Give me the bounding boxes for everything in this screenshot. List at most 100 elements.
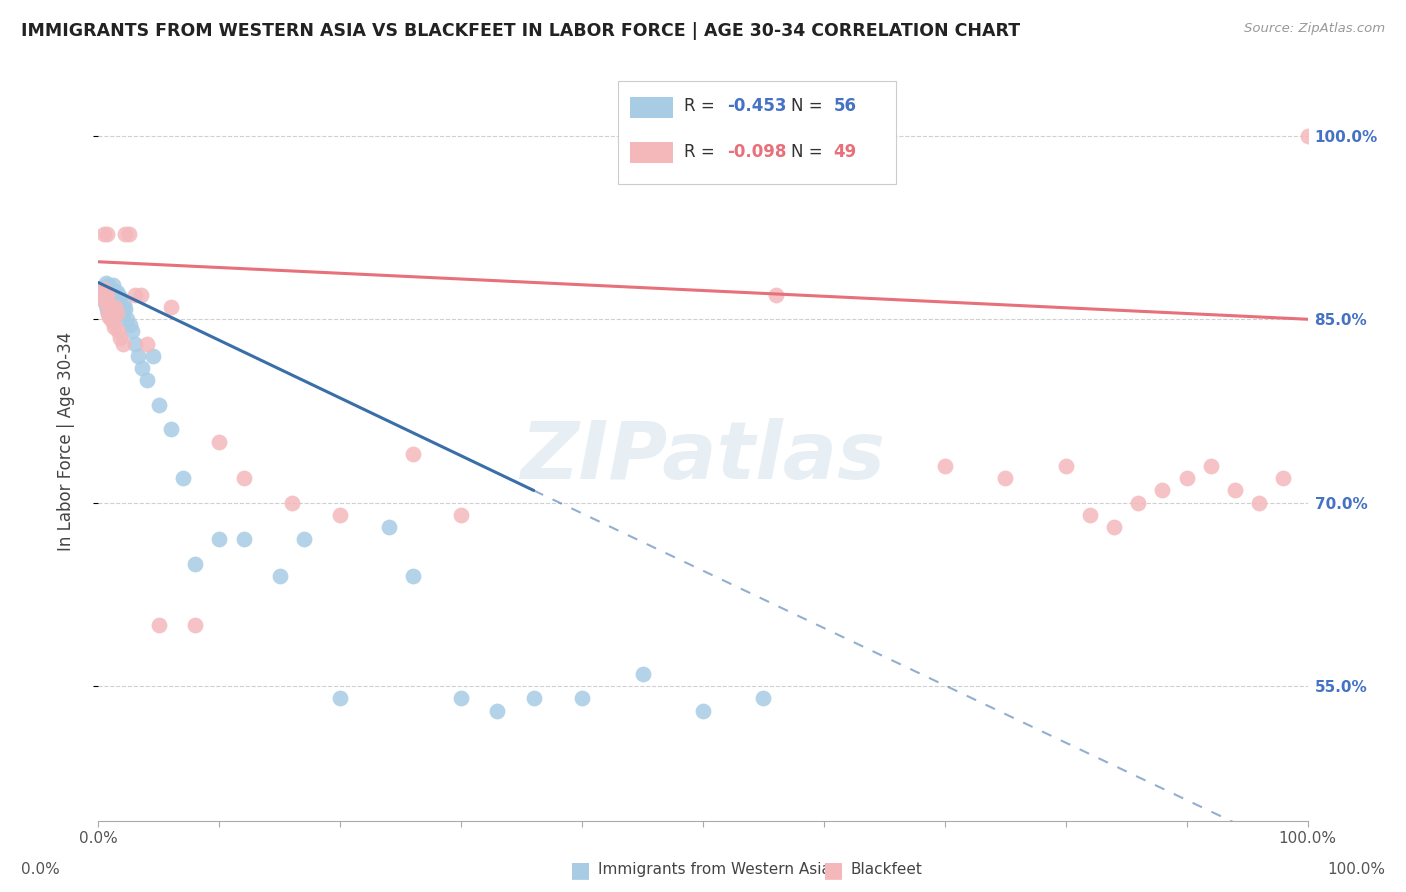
Point [98,290,121,304]
Point [208,434,231,449]
Point [91,287,114,301]
Point [100,302,122,317]
Point [96,287,118,301]
Point [94,276,117,290]
Point [934,458,956,473]
Point [91,282,114,296]
Point [108,330,131,344]
Point [172,471,194,485]
Text: ■: ■ [569,860,591,880]
Point [160,422,183,436]
Point [100,306,122,320]
Point [108,293,131,308]
Point [281,496,304,510]
Point [100,282,122,296]
Point [91,282,114,296]
Point [1152,483,1174,498]
Point [107,325,129,339]
Point [752,691,775,706]
Bar [630,96,672,118]
Text: 56: 56 [834,97,856,115]
Text: Immigrants from Western Asia: Immigrants from Western Asia [598,863,831,877]
Point [692,704,714,718]
Point [402,447,425,461]
Point [208,533,231,547]
Point [135,373,157,387]
Point [184,618,207,632]
Point [127,349,149,363]
Point [1175,471,1198,485]
Point [1223,483,1246,498]
Point [160,300,183,314]
Point [104,300,127,314]
Point [97,306,120,320]
Point [108,290,131,304]
Text: Blackfeet: Blackfeet [851,863,922,877]
Point [121,325,143,339]
Text: N =: N = [792,143,828,161]
Point [1078,508,1101,522]
Point [111,306,134,320]
Y-axis label: In Labor Force | Age 30-34: In Labor Force | Age 30-34 [56,332,75,551]
Point [1296,128,1319,143]
Point [450,508,472,522]
Point [523,691,546,706]
Point [402,569,425,583]
Point [292,533,315,547]
Point [114,227,136,241]
Point [131,361,153,376]
Point [100,293,122,308]
Point [93,286,115,301]
Point [100,300,122,314]
Point [112,297,135,311]
Point [100,312,122,326]
Point [91,290,114,304]
Point [93,227,115,241]
Point [96,287,118,301]
Text: 49: 49 [834,143,856,161]
Text: Source: ZipAtlas.com: Source: ZipAtlas.com [1244,22,1385,36]
Point [98,310,121,324]
Point [94,285,117,300]
Point [93,293,115,308]
FancyBboxPatch shape [619,81,897,184]
Text: -0.098: -0.098 [727,143,786,161]
Text: 0.0%: 0.0% [21,863,60,877]
Point [184,557,207,571]
Point [142,349,165,363]
Bar [630,142,672,163]
Point [1199,458,1222,473]
Text: R =: R = [683,97,720,115]
Point [329,691,352,706]
Point [101,312,124,326]
Point [98,285,121,300]
Text: 100.0%: 100.0% [1327,863,1385,877]
Point [1128,496,1150,510]
Point [91,285,114,300]
Point [1054,458,1077,473]
Point [94,290,117,304]
Point [90,287,112,301]
Point [103,297,125,311]
Point [148,618,170,632]
Text: R =: R = [683,143,720,161]
Point [135,336,157,351]
Point [96,227,118,241]
Point [114,302,136,317]
Point [269,569,291,583]
Point [93,280,115,294]
Point [124,336,146,351]
Point [329,508,352,522]
Point [110,300,132,314]
Point [1272,471,1295,485]
Text: N =: N = [792,97,828,115]
Point [97,297,120,311]
Point [148,398,170,412]
Point [118,318,141,333]
Point [232,533,254,547]
Point [631,666,654,681]
Text: ZIPatlas: ZIPatlas [520,417,886,496]
Point [105,285,128,300]
Point [765,287,787,301]
Point [377,520,399,534]
